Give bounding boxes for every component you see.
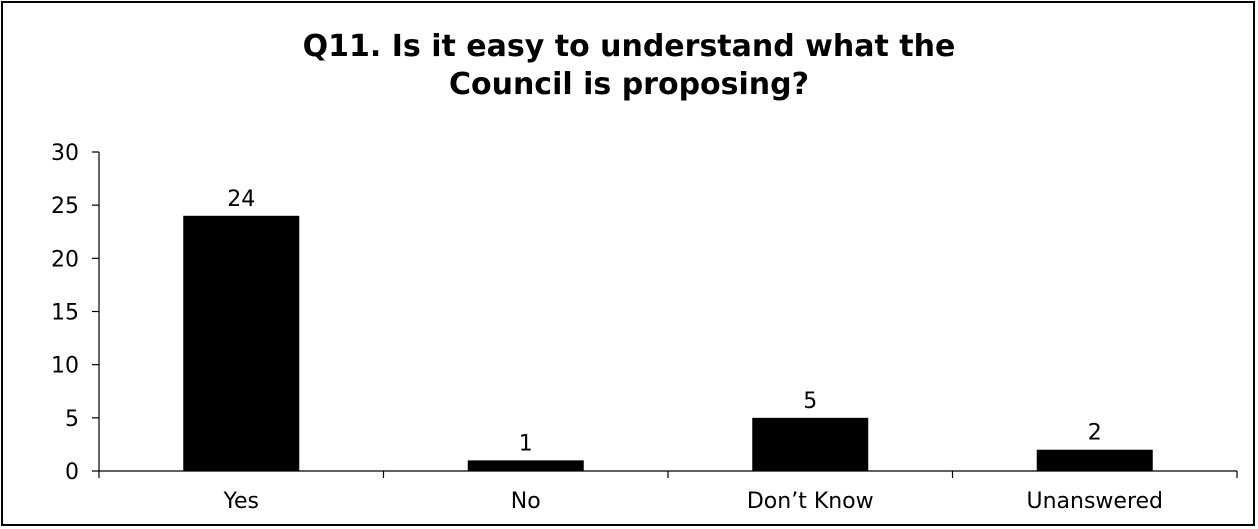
bar [752,417,869,471]
data-label: 24 [227,187,255,212]
x-category-label: Unanswered [1026,489,1163,514]
bar [1036,449,1153,471]
x-axis: Yes No Don’t Know Unanswered [98,470,1238,514]
x-category-label: No [511,489,541,514]
chart-title-line-2: Council is proposing? [449,67,809,102]
data-label: 5 [803,389,817,414]
y-tick-label: 0 [65,460,79,485]
y-axis: 0 5 10 15 20 25 30 [51,141,100,485]
bars [183,215,1153,471]
y-tick-label: 15 [51,301,79,326]
chart-title: Q11. Is it easy to understand what the C… [303,29,956,102]
y-tick-label: 30 [51,141,79,166]
y-tick-label: 10 [51,354,79,379]
chart-title-line-1: Q11. Is it easy to understand what the [303,29,956,64]
bar [183,215,300,471]
bar [467,460,584,471]
y-tick-label: 5 [65,407,79,432]
y-tick-label: 20 [51,247,79,272]
data-label: 1 [519,431,533,456]
y-tick-label: 25 [51,194,79,219]
data-label: 2 [1088,421,1102,446]
data-labels: 24 1 5 2 [227,187,1102,457]
x-category-label: Don’t Know [747,489,874,514]
x-category-label: Yes [222,489,259,514]
